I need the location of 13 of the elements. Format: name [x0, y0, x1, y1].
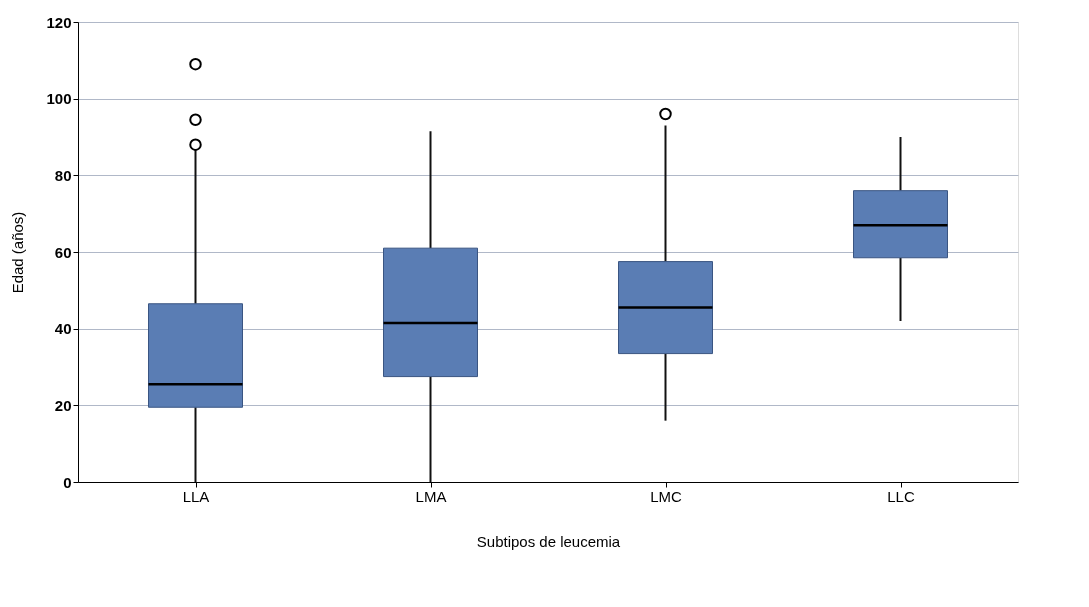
- y-tick-label: 60: [54, 243, 72, 261]
- x-tick-label: LMA: [415, 487, 447, 505]
- x-tick-label: LLA: [182, 487, 210, 505]
- y-tick-label: 100: [46, 90, 72, 108]
- x-axis-title: Subtipos de leucemia: [476, 532, 621, 550]
- y-tick-label: 20: [54, 396, 72, 414]
- y-axis-title: Edad (años): [9, 211, 27, 294]
- x-tick-label: LLC: [887, 487, 915, 505]
- x-tick-label: LMC: [650, 487, 682, 505]
- y-tick-label: 80: [54, 166, 72, 184]
- y-tick-label: 40: [54, 320, 72, 338]
- y-tick-label: 120: [46, 13, 72, 31]
- y-tick-label: 0: [63, 473, 72, 491]
